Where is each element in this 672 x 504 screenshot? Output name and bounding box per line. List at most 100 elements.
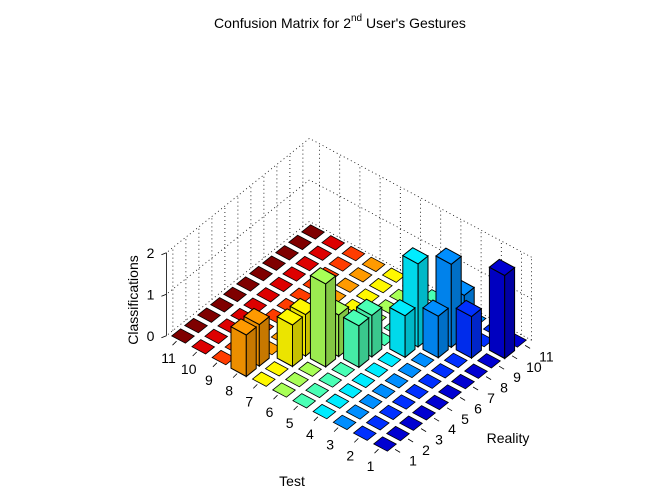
floor-tile xyxy=(450,373,476,390)
floor-tile xyxy=(437,384,463,400)
z-tick-label: 1 xyxy=(147,286,155,302)
floor-tile xyxy=(196,307,222,323)
floor-tile xyxy=(476,353,502,369)
y-tick-label: 10 xyxy=(526,359,542,375)
bar-face-top xyxy=(243,307,271,326)
bar-face-side xyxy=(404,306,416,359)
x-tick-label: 3 xyxy=(326,437,334,453)
z-axis-label: Classifications xyxy=(125,255,141,344)
floor-tile xyxy=(371,383,396,399)
floor-tile xyxy=(295,255,320,272)
floor-tile xyxy=(300,224,326,240)
x-tick-mark xyxy=(232,373,238,378)
z-tick-mark xyxy=(161,335,167,339)
bar-face-top xyxy=(435,247,463,265)
bar-face-top xyxy=(276,308,304,326)
bar-face-side xyxy=(358,316,370,369)
floor-tile xyxy=(391,394,416,410)
floor-tile xyxy=(443,352,468,369)
y-tick-label: 2 xyxy=(422,442,430,458)
x-tick-mark xyxy=(374,448,379,454)
x-tick-label: 7 xyxy=(245,393,253,409)
y-tick-label: 4 xyxy=(448,421,456,437)
y-tick-label: 5 xyxy=(461,411,469,427)
y-tick-label: 8 xyxy=(500,380,508,396)
y-tick-mark xyxy=(498,365,505,370)
floor-tile xyxy=(305,382,330,399)
bar-face-front xyxy=(309,274,327,368)
bar xyxy=(455,299,483,360)
x-axis-label: Test xyxy=(279,473,305,489)
z-tick-mark xyxy=(161,293,167,297)
y-tick-mark xyxy=(407,438,414,443)
y-tick-mark xyxy=(459,397,466,401)
floor-tile xyxy=(264,361,289,377)
bar-face-front xyxy=(488,266,506,360)
floor-tile xyxy=(384,373,409,389)
floor-tile xyxy=(318,372,343,388)
y-tick-mark xyxy=(511,355,518,360)
floor-tile xyxy=(243,297,268,313)
z-tick-label: 0 xyxy=(147,328,155,344)
floor-tile xyxy=(410,352,435,368)
y-tick-mark xyxy=(524,345,531,349)
x-tick-mark xyxy=(273,394,278,400)
bar-face-side xyxy=(292,316,303,368)
grid-line-horizontal xyxy=(166,137,532,258)
bar-face-side xyxy=(325,274,337,368)
x-tick-label: 8 xyxy=(225,383,233,399)
z-tick-labels: 0 1 2 xyxy=(147,245,167,344)
y-tick-label: 1 xyxy=(409,452,417,468)
x-tick-mark xyxy=(354,438,359,443)
z-tick-label: 2 xyxy=(147,245,155,261)
x-tick-mark xyxy=(293,405,298,411)
y-tick-mark xyxy=(485,376,492,380)
floor-tile xyxy=(274,245,300,261)
floor-tile xyxy=(170,328,196,344)
y-tick-mark xyxy=(420,428,427,432)
z-tick-mark xyxy=(161,252,167,256)
floor-tile xyxy=(222,286,248,303)
y-tick-label: 6 xyxy=(474,400,482,416)
floor-tile xyxy=(348,267,373,283)
bar-face-top xyxy=(401,247,429,265)
floor-tile xyxy=(271,382,297,398)
floor-tile xyxy=(289,287,314,303)
floor-tile xyxy=(269,276,294,293)
floor-tile xyxy=(398,415,424,431)
x-tick-label: 9 xyxy=(205,372,213,388)
floor-tile xyxy=(338,383,363,399)
y-tick-label: 11 xyxy=(539,348,554,364)
bar xyxy=(230,318,258,378)
floor-tile xyxy=(335,277,360,293)
floor-tile xyxy=(404,383,429,400)
bar-face-top xyxy=(422,299,450,317)
floor-tile xyxy=(411,405,437,421)
floor-tile xyxy=(365,415,390,431)
floor-tile xyxy=(183,317,209,334)
floor-tile xyxy=(351,372,376,389)
floor-tile xyxy=(332,414,357,431)
bars xyxy=(230,247,516,378)
bar-face-top xyxy=(342,309,370,327)
y-axis-label: Reality xyxy=(487,430,530,446)
bar xyxy=(276,308,304,368)
y-tick-label: 3 xyxy=(435,432,443,448)
x-tick-mark xyxy=(172,340,177,346)
bar xyxy=(488,258,516,360)
bar-face-top xyxy=(309,267,337,285)
floor-tile xyxy=(355,288,380,304)
bar xyxy=(309,267,337,368)
floor-tile xyxy=(297,361,323,377)
floor-tile xyxy=(284,371,310,388)
x-tick-mark xyxy=(333,427,339,432)
floor-tile xyxy=(341,245,366,262)
bar-face-top xyxy=(388,299,416,317)
bar-face-side xyxy=(371,306,383,358)
floor-tile xyxy=(364,362,389,378)
floor-tile xyxy=(287,234,313,251)
floor-tile xyxy=(368,277,393,294)
bar xyxy=(388,299,416,359)
